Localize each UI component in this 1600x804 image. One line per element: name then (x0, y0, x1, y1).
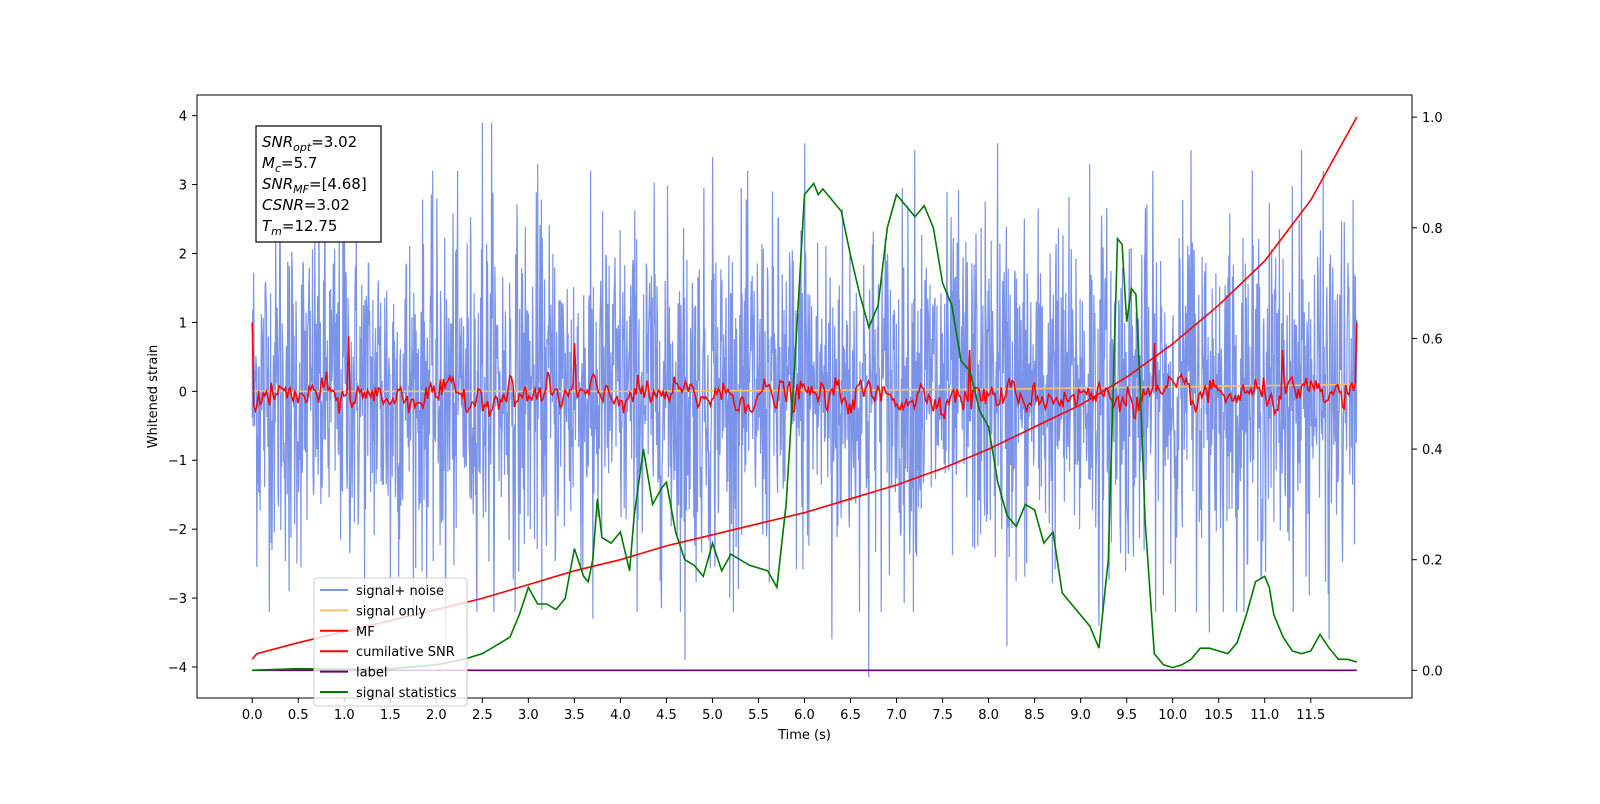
x-tick-label: 5.5 (748, 708, 769, 723)
x-axis-label: Time (s) (777, 728, 831, 743)
y-tick-label-right: 0.0 (1422, 664, 1443, 679)
x-tick-label: 0.0 (242, 708, 263, 723)
x-tick-label: 0.5 (288, 708, 309, 723)
x-tick-label: 10.5 (1204, 708, 1233, 723)
x-tick-label: 11.5 (1296, 708, 1325, 723)
annotation-line: SNRMF=[4.68] (262, 175, 367, 196)
y-tick-label-left: −4 (168, 661, 187, 676)
legend-label: cumilative SNR (356, 645, 455, 660)
x-tick-label: 9.0 (1070, 708, 1091, 723)
y-tick-label-left: −1 (168, 454, 187, 469)
y-tick-label-left: 4 (179, 110, 187, 125)
x-tick-label: 7.5 (932, 708, 953, 723)
y-tick-label-right: 1.0 (1422, 111, 1443, 126)
x-tick-label: 1.5 (380, 708, 401, 723)
x-tick-label: 4.5 (656, 708, 677, 723)
x-tick-label: 2.5 (472, 708, 493, 723)
x-tick-label: 4.0 (610, 708, 631, 723)
annotation-line: CSNR=3.02 (262, 196, 350, 214)
series-signal-only-line (252, 383, 1357, 393)
annotation-line: Mc=5.7 (262, 154, 317, 175)
legend-label: label (356, 666, 387, 681)
legend-label: MF (356, 625, 375, 640)
x-tick-label: 10.0 (1158, 708, 1187, 723)
x-tick-label: 8.0 (978, 708, 999, 723)
y-tick-label-left: 0 (179, 385, 187, 400)
y-tick-label-left: −3 (168, 592, 187, 607)
annotation-box-frame (255, 125, 382, 243)
annotation-line: SNRopt=3.02 (262, 133, 357, 154)
legend-label: signal+ noise (356, 584, 444, 599)
series-signal-statistics-line (252, 181, 1358, 672)
y-tick-label-left: 2 (179, 248, 187, 263)
y-tick-label-left: 1 (179, 316, 187, 331)
series-mf-line (251, 322, 1358, 420)
x-tick-label: 3.0 (518, 708, 539, 723)
y-tick-label-right: 0.8 (1422, 222, 1443, 237)
legend-label: signal only (356, 604, 426, 619)
x-tick-label: 5.0 (702, 708, 723, 723)
x-tick-label: 2.0 (426, 708, 447, 723)
x-tick-label: 6.5 (840, 708, 861, 723)
legend: signal+ noise signal only MF cumilative SNR… (313, 577, 468, 707)
axes-layer: 0.0 0.5 1.0 1.5 2.0 2.5 3.0 3.5 4.0 4.5 5.0 5.5 6.0 6… (168, 110, 1443, 723)
x-tick-label: 8.5 (1024, 708, 1045, 723)
y-tick-label-right: 0.2 (1422, 554, 1443, 569)
legend-frame (313, 577, 468, 707)
x-tick-label: 6.0 (794, 708, 815, 723)
x-tick-label: 9.5 (1116, 708, 1137, 723)
series-signal-noise-line (251, 122, 1358, 678)
y-tick-label-left: 3 (179, 179, 187, 194)
x-tick-label: 11.0 (1250, 708, 1279, 723)
y-tick-label-left: −2 (168, 523, 187, 538)
y-tick-label-right: 0.4 (1422, 443, 1443, 458)
y-tick-label-right: 0.6 (1422, 332, 1443, 347)
y-axis-label-left: Whitened strain (146, 345, 161, 448)
annotation-line: Tm=12.75 (262, 217, 337, 238)
x-tick-label: 3.5 (564, 708, 585, 723)
x-tick-label: 7.0 (886, 708, 907, 723)
legend-label: signal statistics (356, 686, 457, 701)
x-tick-label: 1.0 (334, 708, 355, 723)
